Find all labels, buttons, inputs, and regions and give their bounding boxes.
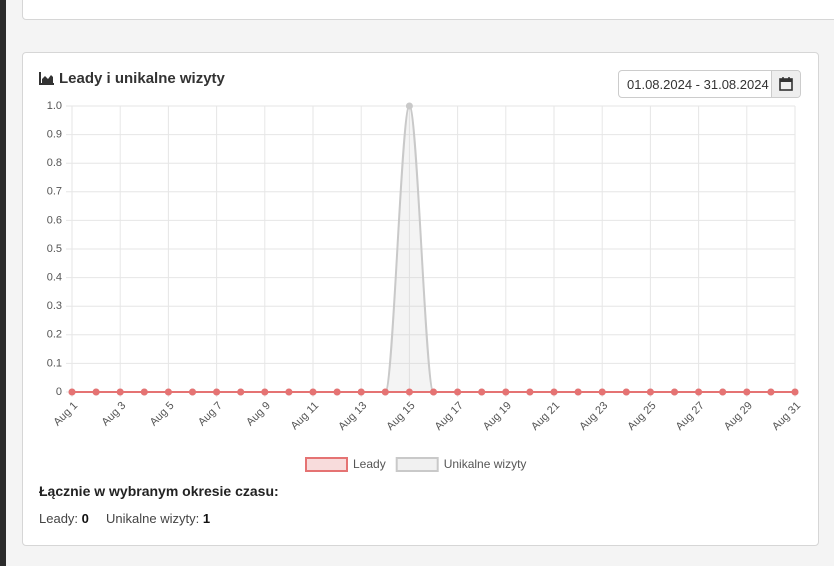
legend-swatch xyxy=(305,457,348,472)
data-point xyxy=(502,388,510,396)
x-tick-label: Aug 19 xyxy=(481,400,514,433)
data-point xyxy=(430,388,437,396)
data-point xyxy=(791,388,799,396)
summary-title: Łącznie w wybranym okresie czasu: xyxy=(39,483,279,499)
top-card xyxy=(22,0,834,20)
x-tick-label: Aug 9 xyxy=(244,400,273,429)
data-point xyxy=(454,388,462,396)
data-point xyxy=(405,102,413,110)
data-point xyxy=(213,388,221,396)
data-point xyxy=(261,388,269,396)
x-tick-label: Aug 31 xyxy=(770,400,803,433)
data-point xyxy=(116,388,124,396)
y-tick-label: 0.9 xyxy=(47,129,62,141)
data-point xyxy=(92,388,100,396)
data-point xyxy=(381,388,389,396)
x-tick-label: Aug 29 xyxy=(722,400,755,433)
data-point xyxy=(285,388,293,396)
data-point xyxy=(405,388,413,396)
data-point xyxy=(309,388,317,396)
visits-label: Unikalne wizyty: xyxy=(106,511,200,526)
y-tick-label: 0.8 xyxy=(47,157,62,169)
data-point xyxy=(743,388,751,396)
leads-value: 0 xyxy=(81,511,89,526)
card-title: Leady i unikalne wizyty xyxy=(59,70,225,87)
x-tick-label: Aug 1 xyxy=(51,400,80,429)
data-point xyxy=(646,388,654,396)
date-range-input[interactable]: 01.08.2024 - 31.08.2024 xyxy=(618,70,801,98)
data-point xyxy=(598,388,606,396)
data-point xyxy=(478,388,486,396)
data-point xyxy=(719,388,727,396)
data-point xyxy=(164,388,172,396)
y-tick-label: 0.4 xyxy=(47,272,62,284)
data-point xyxy=(140,388,148,396)
calendar-button[interactable] xyxy=(771,71,800,97)
x-tick-label: Aug 3 xyxy=(100,400,129,429)
data-point xyxy=(671,388,678,396)
summary-leads: Leady: 0 xyxy=(39,511,89,526)
x-tick-label: Aug 5 xyxy=(148,400,177,429)
visits-value: 1 xyxy=(202,511,211,526)
legend-label: Unikalne wizyty xyxy=(444,457,527,471)
leads-label: Leady: xyxy=(39,511,79,526)
x-tick-label: Aug 27 xyxy=(674,400,707,433)
y-tick-label: 0 xyxy=(56,386,62,398)
x-tick-label: Aug 13 xyxy=(336,400,369,433)
y-tick-label: 1.0 xyxy=(47,100,62,112)
y-tick-label: 0.2 xyxy=(47,329,62,341)
y-tick-label: 0.3 xyxy=(47,300,62,312)
x-tick-label: Aug 15 xyxy=(384,400,417,433)
chart-icon xyxy=(39,72,54,85)
data-point xyxy=(333,388,341,396)
legend-label: Leady xyxy=(353,457,386,471)
sidebar-edge xyxy=(0,0,6,566)
x-tick-label: Aug 17 xyxy=(433,400,466,433)
data-point xyxy=(68,388,76,396)
x-tick-label: Aug 25 xyxy=(625,400,658,433)
data-point xyxy=(189,388,196,396)
data-point xyxy=(767,388,775,396)
data-point xyxy=(237,388,245,396)
data-point xyxy=(695,388,703,396)
data-point xyxy=(526,388,534,396)
data-point xyxy=(574,388,582,396)
y-tick-label: 0.5 xyxy=(47,243,62,255)
data-point xyxy=(622,388,630,396)
date-range-text: 01.08.2024 - 31.08.2024 xyxy=(627,77,769,92)
x-tick-label: Aug 21 xyxy=(529,400,562,433)
x-tick-label: Aug 23 xyxy=(577,400,610,433)
summary-visits: Unikalne wizyty: 1 xyxy=(106,511,210,526)
data-point xyxy=(357,388,365,396)
y-tick-label: 0.7 xyxy=(47,186,62,198)
x-tick-label: Aug 11 xyxy=(289,400,322,433)
y-tick-label: 0.1 xyxy=(47,357,62,369)
calendar-icon xyxy=(779,77,793,91)
y-tick-label: 0.6 xyxy=(47,214,62,226)
legend-swatch xyxy=(395,457,439,472)
data-point xyxy=(550,388,558,396)
x-tick-label: Aug 7 xyxy=(196,400,225,429)
